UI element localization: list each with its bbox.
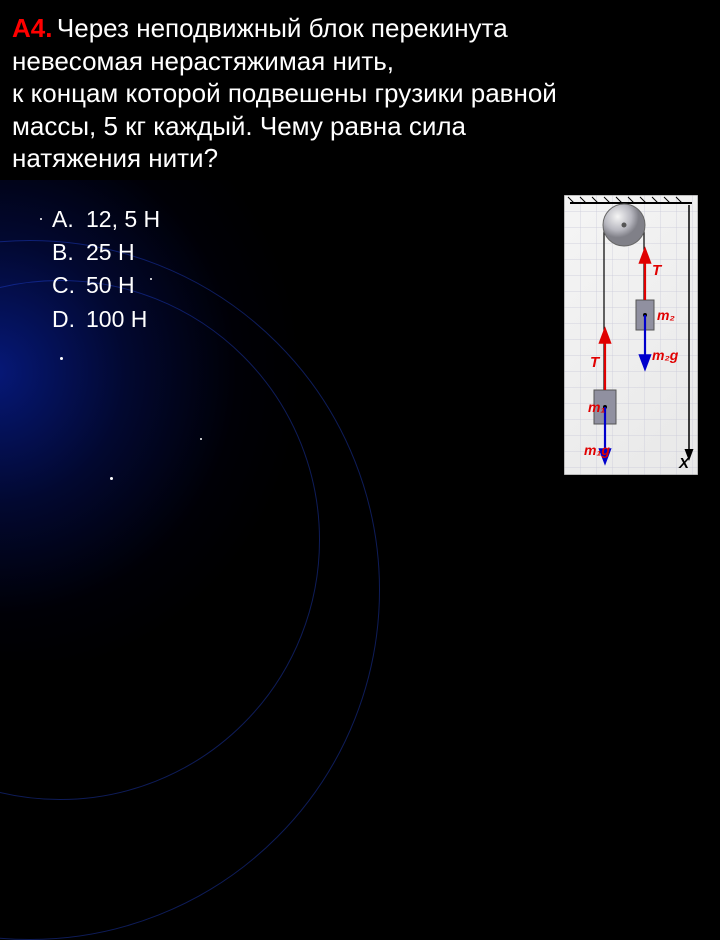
question-line: невесомая нерастяжимая нить, bbox=[12, 46, 394, 76]
bg-star bbox=[200, 438, 202, 440]
bg-star bbox=[110, 477, 113, 480]
option-letter: D. bbox=[52, 303, 86, 336]
x-axis-label: X bbox=[678, 455, 690, 472]
bg-star bbox=[60, 357, 63, 360]
option-letter: A. bbox=[52, 203, 86, 236]
option-letter: B. bbox=[52, 236, 86, 269]
diagram-svg: X T T m₂ m₁ m₂g m₁g bbox=[564, 195, 698, 475]
m1-label: m₁ bbox=[588, 399, 605, 415]
question-line: массы, 5 кг каждый. Чему равна сила bbox=[12, 111, 466, 141]
option-value: 12, 5 Н bbox=[86, 206, 160, 232]
orbit-line-2 bbox=[0, 240, 380, 940]
m2-label: m₂ bbox=[657, 307, 675, 323]
question-number: А4. bbox=[12, 13, 52, 43]
pulley-diagram: X T T m₂ m₁ m₂g m₁g bbox=[564, 195, 698, 475]
m1g-label: m₁g bbox=[584, 442, 610, 458]
m2g-label: m₂g bbox=[652, 347, 679, 363]
option-value: 25 Н bbox=[86, 239, 135, 265]
question-line: Через неподвижный блок перекинута bbox=[57, 13, 508, 43]
question-line: натяжения нити? bbox=[12, 143, 218, 173]
option-letter: C. bbox=[52, 269, 86, 302]
orbit-line-1 bbox=[0, 280, 320, 800]
question-line: к концам которой подвешены грузики равно… bbox=[12, 78, 557, 108]
option-value: 50 Н bbox=[86, 272, 135, 298]
option-value: 100 Н bbox=[86, 306, 147, 332]
